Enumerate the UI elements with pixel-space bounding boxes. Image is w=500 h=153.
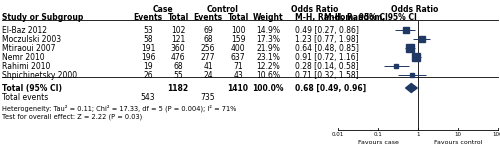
Text: 637: 637 [230,53,246,62]
Text: 0.91 [0.72, 1.16]: 0.91 [0.72, 1.16] [295,53,358,62]
Text: 10.6%: 10.6% [256,71,280,80]
Text: 476: 476 [170,53,186,62]
Text: Test for overall effect: Z = 2.22 (P = 0.03): Test for overall effect: Z = 2.22 (P = 0… [2,113,142,119]
Text: 10: 10 [454,132,462,137]
Text: Total events: Total events [2,93,48,102]
Text: 191: 191 [141,44,155,53]
Text: Favours control: Favours control [434,140,482,145]
Text: Events: Events [194,13,222,22]
Text: Moczulski 2003: Moczulski 2003 [2,35,61,44]
Text: 68: 68 [173,62,183,71]
Text: 121: 121 [171,35,185,44]
Text: 71: 71 [233,62,243,71]
Text: 69: 69 [203,26,213,35]
Text: 23.1%: 23.1% [256,53,280,62]
Text: 1.23 [0.77, 1.98]: 1.23 [0.77, 1.98] [295,35,358,44]
Text: 196: 196 [141,53,155,62]
Text: 0.68 [0.49, 0.96]: 0.68 [0.49, 0.96] [295,84,366,93]
Text: Control: Control [207,5,239,14]
Text: Weight: Weight [252,13,284,22]
Text: 43: 43 [233,71,243,80]
Text: 100: 100 [231,26,245,35]
Text: 24: 24 [203,71,213,80]
Text: 735: 735 [200,93,216,102]
Text: 14.9%: 14.9% [256,26,280,35]
Text: 0.64 [0.48, 0.85]: 0.64 [0.48, 0.85] [295,44,359,53]
Text: 0.28 [0.14, 0.58]: 0.28 [0.14, 0.58] [295,62,358,71]
Text: 55: 55 [173,71,183,80]
Text: Case: Case [152,5,174,14]
Text: Rahimi 2010: Rahimi 2010 [2,62,50,71]
Text: 41: 41 [203,62,213,71]
Text: Heterogeneity: Tau² = 0.11; Chi² = 17.33, df = 5 (P = 0.004); I² = 71%: Heterogeneity: Tau² = 0.11; Chi² = 17.33… [2,104,236,112]
Text: 58: 58 [143,35,153,44]
Text: Total: Total [168,13,188,22]
Text: Total (95% CI): Total (95% CI) [2,84,62,93]
Text: 102: 102 [171,26,185,35]
Text: 0.01: 0.01 [332,132,344,137]
Polygon shape [406,84,417,93]
Text: M-H, Random, 95% CI: M-H, Random, 95% CI [324,13,416,22]
Text: 100.0%: 100.0% [252,84,284,93]
Text: 543: 543 [140,93,156,102]
Text: Shpichinetsky 2000: Shpichinetsky 2000 [2,71,77,80]
Text: Events: Events [134,13,162,22]
Text: 0.49 [0.27, 0.86]: 0.49 [0.27, 0.86] [295,26,359,35]
Text: 360: 360 [170,44,186,53]
Text: 21.9%: 21.9% [256,44,280,53]
Text: 1: 1 [416,132,420,137]
Text: 0.1: 0.1 [374,132,382,137]
Text: Odds Ratio: Odds Ratio [392,5,438,14]
Text: Nemr 2010: Nemr 2010 [2,53,44,62]
Text: 19: 19 [143,62,153,71]
Text: El-Baz 2012: El-Baz 2012 [2,26,47,35]
Text: Total: Total [228,13,248,22]
Text: 1410: 1410 [228,84,248,93]
Text: Odds Ratio: Odds Ratio [292,5,339,14]
Text: 100: 100 [493,132,500,137]
Text: 53: 53 [143,26,153,35]
Text: 0.71 [0.32, 1.58]: 0.71 [0.32, 1.58] [295,71,358,80]
Text: Mtiraoui 2007: Mtiraoui 2007 [2,44,56,53]
Text: 1182: 1182 [168,84,188,93]
Text: 68: 68 [203,35,213,44]
Text: M-H, Random, 95% CI: M-H, Random, 95% CI [295,13,388,22]
Text: 26: 26 [143,71,153,80]
Text: Study or Subgroup: Study or Subgroup [2,13,84,22]
Text: 17.3%: 17.3% [256,35,280,44]
Text: 277: 277 [201,53,215,62]
Text: 159: 159 [231,35,245,44]
Text: 256: 256 [201,44,215,53]
Text: Favours case: Favours case [358,140,399,145]
Text: 400: 400 [230,44,246,53]
Text: 12.2%: 12.2% [256,62,280,71]
